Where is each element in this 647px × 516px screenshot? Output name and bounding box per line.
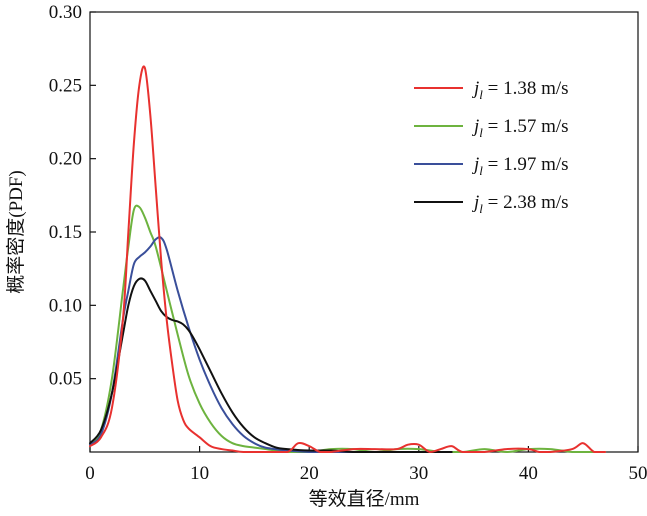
series-line-2 (89, 204, 607, 453)
series-line-1 (89, 65, 607, 453)
x-axis-label: 等效直径/mm (309, 488, 420, 510)
x-tick-label: 30 (409, 463, 428, 484)
x-tick-label: 10 (190, 463, 209, 484)
legend-label-4: jl = 2.38 m/s (471, 192, 569, 216)
series-line-4 (89, 277, 453, 453)
y-axis: 0.05 0.10 0.15 0.20 0.25 0.30 (49, 2, 96, 390)
x-tick-label: 40 (519, 463, 538, 484)
y-tick-label: 0.05 (49, 369, 82, 390)
x-tick-label: 50 (629, 463, 647, 484)
y-tick-label: 0.25 (49, 75, 82, 96)
y-tick-label: 0.30 (49, 2, 82, 23)
legend-label-2: jl = 1.57 m/s (471, 116, 569, 140)
legend-label-3: jl = 1.97 m/s (471, 154, 569, 178)
series-line-3 (89, 236, 442, 453)
legend-label-1: jl = 1.38 m/s (471, 78, 569, 102)
y-axis-label: 概率密度(PDF) (5, 170, 27, 294)
x-axis: 0 10 20 30 40 50 (85, 446, 647, 484)
x-tick-label: 0 (85, 463, 95, 484)
y-tick-label: 0.20 (49, 149, 82, 170)
y-tick-label: 0.15 (49, 222, 82, 243)
x-tick-label: 20 (300, 463, 319, 484)
y-tick-label: 0.10 (49, 295, 82, 316)
series-layer (89, 65, 607, 453)
legend: jl = 1.38 m/s jl = 1.57 m/s jl = 1.97 m/s j… (414, 78, 569, 216)
